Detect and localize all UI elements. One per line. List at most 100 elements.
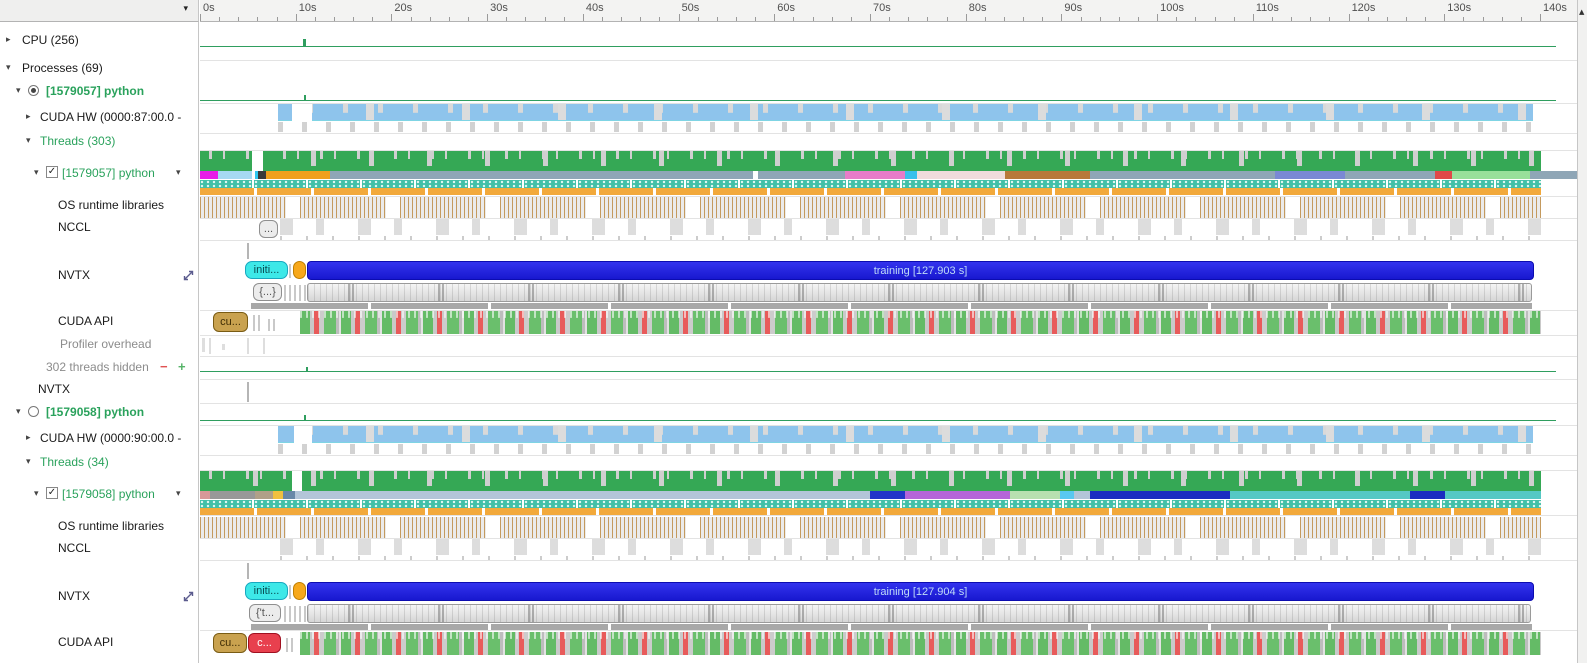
sidebar-item-nccl[interactable]: NCCL — [0, 538, 198, 558]
thread-state-segment[interactable] — [295, 491, 870, 499]
caret-down-icon[interactable]: ▾ — [16, 407, 21, 417]
thread-state-segment[interactable] — [1410, 491, 1445, 499]
caret-right-icon[interactable]: ▸ — [6, 35, 11, 45]
thread2-teal-band[interactable] — [200, 500, 1541, 508]
thread-state-segment[interactable] — [258, 171, 266, 179]
caret-right-icon[interactable]: ▸ — [26, 112, 31, 122]
thread-state-segment[interactable] — [870, 491, 905, 499]
caret-down-icon[interactable]: ▾ — [176, 168, 181, 178]
nvtx-initialization-range[interactable]: initi... — [245, 261, 288, 279]
thread2-state-ribbon[interactable] — [200, 491, 1541, 499]
sidebar-item-nvtx[interactable]: NVTX — [0, 265, 198, 285]
thread2-cpu-histogram[interactable] — [200, 471, 1541, 491]
thread-state-segment[interactable] — [1074, 491, 1090, 499]
thread-state-segment[interactable] — [1090, 171, 1275, 179]
thread1-cpu-histogram[interactable] — [200, 151, 1541, 171]
checkbox-checked-icon[interactable]: ✓ — [46, 487, 58, 499]
sidebar-item-processes-69[interactable]: ▾ Processes (69) — [0, 58, 198, 78]
cpu-utilization-line[interactable] — [200, 46, 1556, 47]
thread2-amber-band[interactable] — [200, 508, 1541, 515]
show-threads-plus-icon[interactable]: + — [178, 359, 186, 374]
caret-down-icon[interactable]: ▾ — [6, 63, 11, 73]
sidebar-item-1579057-python[interactable]: ▾ [1579057] python — [0, 81, 198, 101]
sidebar-item-1579057-python[interactable]: ▾ ✓ [1579057] python ▾ — [0, 163, 198, 183]
cuda-api-minor-events[interactable] — [253, 315, 263, 331]
sidebar-item-302-threads-hidden[interactable]: 302 threads hidden − + — [0, 357, 198, 377]
nvtx-training-range-2[interactable]: training [127.904 s] — [307, 582, 1534, 601]
os-runtime-row-1[interactable] — [200, 197, 1541, 218]
sidebar-item-os-runtime-libraries[interactable]: OS runtime libraries — [0, 516, 198, 536]
thread-state-segment[interactable] — [905, 171, 917, 179]
caret-right-icon[interactable]: ▸ — [26, 433, 31, 443]
thread-state-segment[interactable] — [1060, 491, 1074, 499]
radio-unselected-icon[interactable] — [28, 406, 39, 417]
process2-utilization-line[interactable] — [200, 420, 1556, 421]
hide-threads-minus-icon[interactable]: − — [160, 359, 168, 374]
thread-state-segment[interactable] — [1345, 171, 1435, 179]
vertical-scrollbar[interactable]: ▲ — [1577, 0, 1587, 663]
thread-state-segment[interactable] — [753, 171, 758, 179]
thread-state-segment[interactable] — [218, 171, 252, 179]
expand-diagonal-icon[interactable] — [182, 269, 195, 282]
nvtx-thin-bar-2[interactable] — [251, 624, 1532, 630]
thread-state-segment[interactable] — [845, 171, 905, 179]
checkbox-checked-icon[interactable]: ✓ — [46, 166, 58, 178]
cuda-api-minor-events[interactable] — [286, 638, 296, 652]
caret-down-icon[interactable]: ▾ — [16, 86, 21, 96]
cuda-api-chip-red[interactable]: c... — [248, 633, 281, 653]
nvtx-args-chip[interactable]: {'t... — [249, 604, 281, 622]
sidebar-item-cuda-api[interactable]: CUDA API — [0, 632, 198, 652]
sidebar-item-cpu-256[interactable]: ▸ CPU (256) — [0, 30, 198, 50]
time-ruler[interactable]: 0s 10s 20s 30s 40s 50s 60s 70s 80s 90s 100s 110s 120… — [200, 0, 1577, 22]
sidebar-item-profiler-overhead[interactable]: Profiler overhead — [0, 334, 198, 354]
thread1-amber-band[interactable] — [200, 188, 1541, 195]
cuda-hw-kernel-band-1[interactable] — [278, 104, 1533, 121]
timeline-options-caret-icon[interactable]: ▾ — [183, 4, 188, 14]
nvtx-minor-events[interactable] — [284, 606, 306, 622]
thread-state-segment[interactable] — [330, 171, 753, 179]
cuda-api-stripes-1[interactable] — [300, 311, 1541, 334]
nvtx-training-range-1[interactable]: training [127.903 s] — [307, 261, 1534, 280]
caret-down-icon[interactable]: ▾ — [26, 457, 31, 467]
thread-state-segment[interactable] — [1230, 491, 1410, 499]
os-runtime-row-2[interactable] — [200, 517, 1541, 538]
nvtx-thin-bar-1[interactable] — [251, 303, 1532, 309]
nvtx-minor-events[interactable] — [284, 285, 306, 301]
cuda-api-chip[interactable]: cu... — [213, 312, 248, 332]
thread-state-segment[interactable] — [200, 171, 218, 179]
expand-diagonal-icon[interactable] — [182, 590, 195, 603]
sidebar-item-nccl[interactable]: NCCL — [0, 217, 198, 237]
sidebar-item-nvtx[interactable]: NVTX — [0, 586, 198, 606]
caret-down-icon[interactable]: ▾ — [176, 489, 181, 499]
sidebar-item-1579058-python[interactable]: ▾ ✓ [1579058] python ▾ — [0, 484, 198, 504]
cuda-hw-subticks-1[interactable] — [278, 122, 1533, 132]
sidebar-item-threads-34[interactable]: ▾ Threads (34) — [0, 452, 198, 472]
radio-selected-icon[interactable] — [28, 85, 39, 96]
thread-state-segment[interactable] — [273, 491, 283, 499]
sidebar-item-cuda-hw-0000-87-00-0[interactable]: ▸ CUDA HW (0000:87:00.0 - — [0, 107, 198, 127]
thread-state-segment[interactable] — [1530, 171, 1577, 179]
thread-state-segment[interactable] — [1005, 171, 1090, 179]
nvtx-iteration-bar-2[interactable] — [307, 604, 1531, 623]
cuda-api-chip[interactable]: cu... — [213, 633, 247, 653]
cuda-api-minor-events[interactable] — [268, 319, 276, 331]
process1-utilization-line[interactable] — [200, 100, 1556, 101]
hidden-threads-utilization-line[interactable] — [200, 371, 1556, 372]
nvtx-orange-range[interactable] — [293, 582, 306, 600]
sidebar-item-os-runtime-libraries[interactable]: OS runtime libraries — [0, 195, 198, 215]
thread-state-segment[interactable] — [758, 171, 845, 179]
thread1-teal-band[interactable] — [200, 180, 1541, 188]
sidebar-item-nvtx[interactable]: NVTX — [0, 379, 198, 399]
thread-state-segment[interactable] — [1090, 491, 1230, 499]
cuda-hw-subticks-2[interactable] — [278, 444, 1533, 454]
thread-state-segment[interactable] — [1452, 171, 1530, 179]
thread-state-segment[interactable] — [1010, 491, 1060, 499]
nvtx-args-chip[interactable]: {...} — [253, 283, 282, 301]
nccl-row-2[interactable] — [200, 539, 1541, 560]
caret-down-icon[interactable]: ▾ — [34, 489, 39, 499]
cuda-api-stripes-2[interactable] — [300, 632, 1541, 655]
nvtx-initialization-range[interactable]: initi... — [245, 582, 288, 600]
thread1-state-ribbon[interactable] — [200, 171, 1577, 179]
nccl-row-1[interactable]: ... — [200, 219, 1541, 240]
thread-state-segment[interactable] — [266, 171, 330, 179]
